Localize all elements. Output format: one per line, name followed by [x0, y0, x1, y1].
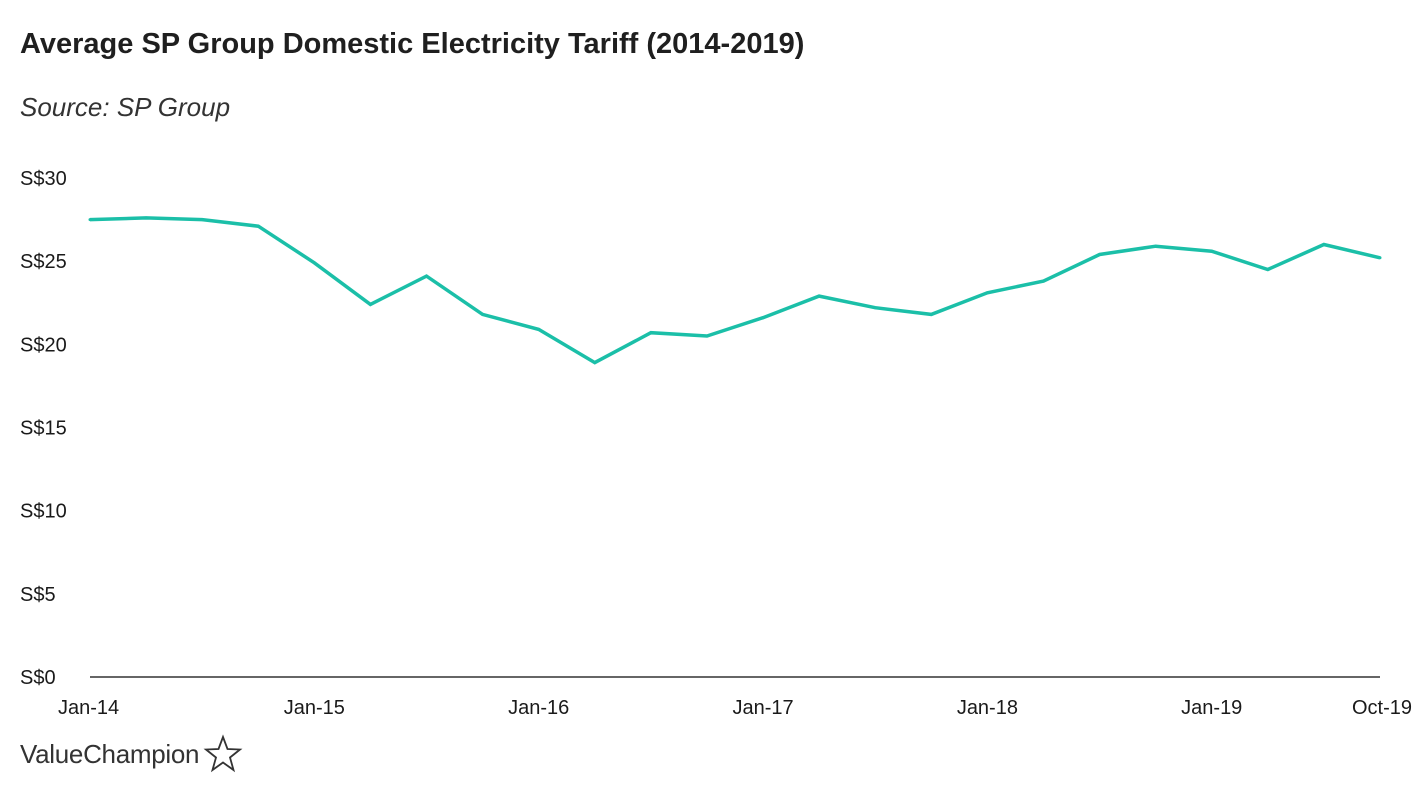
data-point — [88, 218, 92, 222]
data-point — [705, 334, 709, 338]
x-tick-label: Jan-19 — [1181, 697, 1242, 719]
y-tick-label: S$0 — [20, 667, 56, 689]
data-point — [1042, 279, 1045, 283]
x-axis-labels: Jan-14 Jan-15 Jan-16 Jan-17 Jan-18 Jan-19 Oct-… — [58, 697, 1412, 719]
data-point — [144, 216, 148, 220]
y-tick-label: S$25 — [20, 251, 67, 273]
x-tick-label: Jan-18 — [957, 697, 1018, 719]
y-tick-label: S$5 — [20, 584, 56, 606]
data-point — [1378, 256, 1382, 260]
x-tick-label: Jan-14 — [58, 697, 119, 719]
data-point — [1266, 268, 1270, 271]
chart-subtitle: Source: SP Group — [20, 92, 231, 122]
data-point — [873, 306, 877, 310]
x-tick-label: Jan-15 — [284, 697, 345, 719]
y-tick-label: S$10 — [20, 501, 67, 523]
brand-logo: ValueChampion — [20, 734, 243, 774]
y-tick-label: S$15 — [20, 418, 67, 440]
data-point — [817, 294, 821, 298]
data-point — [1098, 253, 1102, 256]
y-axis-labels: S$0 S$5 S$10 S$15 S$20 S$25 S$30 — [20, 168, 67, 689]
star-outline-icon — [203, 734, 243, 773]
data-point — [312, 261, 316, 265]
data-point — [481, 312, 485, 316]
x-tick-label: Jan-17 — [732, 697, 793, 719]
data-point — [985, 291, 989, 295]
data-point — [200, 218, 204, 222]
x-tick-label: Oct-19 — [1352, 697, 1412, 719]
data-point — [1154, 244, 1158, 248]
data-point — [425, 274, 428, 278]
data-point — [1322, 243, 1326, 246]
y-tick-label: S$30 — [20, 168, 67, 190]
data-point — [649, 331, 653, 335]
data-point — [929, 312, 933, 316]
data-point — [368, 302, 372, 306]
series-line — [89, 216, 1381, 365]
chart-title: Average SP Group Domestic Electricity Ta… — [20, 28, 805, 60]
x-tick-label: Jan-16 — [508, 697, 569, 719]
data-point — [256, 224, 260, 228]
data-point — [761, 316, 765, 320]
brand-name: ValueChampion — [20, 738, 200, 769]
y-tick-label: S$20 — [20, 334, 67, 356]
data-point — [593, 361, 597, 365]
data-point — [537, 327, 541, 331]
series-lines — [88, 216, 1382, 365]
data-point — [1210, 249, 1214, 253]
